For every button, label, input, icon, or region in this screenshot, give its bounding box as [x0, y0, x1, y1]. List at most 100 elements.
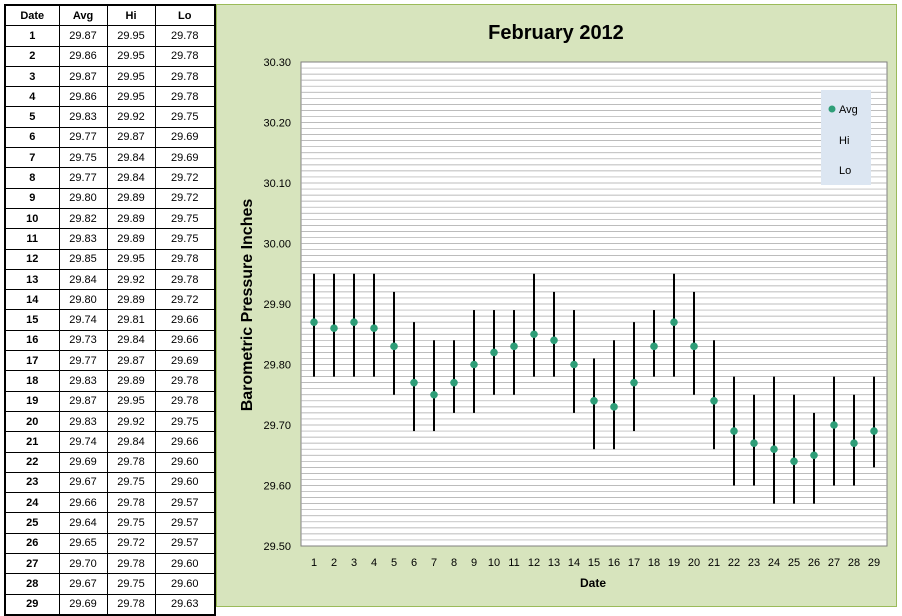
- cell-hi: 29.78: [106, 451, 156, 473]
- cell-hi: 29.95: [106, 390, 156, 412]
- cell-hi: 29.87: [106, 126, 156, 149]
- x-tick-label: 14: [568, 557, 580, 569]
- avg-point: [330, 324, 338, 333]
- cell-avg: 29.87: [58, 65, 108, 88]
- x-tick-label: 12: [528, 557, 540, 569]
- cell-avg: 29.73: [58, 329, 108, 352]
- x-tick-label: 21: [708, 557, 720, 569]
- x-tick-label: 7: [431, 557, 437, 569]
- table-row: 25 29.64 29.75 29.57: [4, 512, 216, 534]
- cell-date: 5: [4, 106, 60, 128]
- cell-avg: 29.86: [58, 86, 108, 108]
- legend-box: [821, 90, 871, 185]
- cell-hi: 29.95: [106, 86, 156, 108]
- cell-date: 10: [4, 207, 60, 230]
- data-table: Date Avg Hi Lo 1 29.87 29.95 29.78 2 29.86 29.…: [4, 4, 216, 616]
- cell-date: 11: [4, 228, 60, 250]
- cell-avg: 29.69: [58, 593, 108, 616]
- cell-date: 16: [4, 329, 60, 352]
- cell-date: 26: [4, 532, 60, 555]
- avg-point: [710, 397, 718, 405]
- table-header-row: Date Avg Hi Lo: [4, 4, 216, 27]
- cell-lo: 29.75: [154, 106, 216, 128]
- cell-date: 4: [4, 86, 60, 108]
- avg-point: [530, 330, 538, 339]
- cell-hi: 29.95: [106, 65, 156, 88]
- cell-avg: 29.85: [58, 248, 108, 270]
- y-axis-ticks: 29.50 29.60 29.70 29.80 29.90 30.00 30.10 30.20…: [263, 57, 291, 553]
- legend-avg-label: Avg: [839, 104, 858, 116]
- avg-point: [630, 378, 638, 387]
- avg-point: [810, 451, 818, 460]
- cell-avg: 29.83: [58, 370, 108, 392]
- cell-avg: 29.70: [58, 553, 108, 575]
- cell-lo: 29.60: [154, 471, 216, 494]
- table-row: 13 29.84 29.92 29.78: [4, 268, 216, 291]
- cell-avg: 29.82: [58, 207, 108, 230]
- cell-date: 20: [4, 410, 60, 433]
- x-tick-label: 23: [748, 557, 760, 569]
- cell-date: 23: [4, 471, 60, 494]
- cell-date: 8: [4, 167, 60, 189]
- table-row: 2 29.86 29.95 29.78: [4, 45, 216, 67]
- table-row: 17 29.77 29.87 29.69: [4, 350, 216, 372]
- avg-point: [490, 348, 498, 357]
- avg-point: [550, 336, 558, 345]
- avg-points: [310, 318, 878, 466]
- x-tick-label: 8: [451, 557, 457, 569]
- table-row: 14 29.80 29.89 29.72: [4, 289, 216, 311]
- cell-lo: 29.78: [154, 45, 216, 67]
- x-axis-ticks: 1 2 3 4 5 6 7 8 9 10 11 12 13 14 15 16 17 18 19 20 21 22 23 24 2…: [311, 557, 880, 569]
- cell-avg: 29.65: [58, 532, 108, 555]
- chart-title: February 2012: [488, 22, 624, 44]
- avg-point: [430, 390, 438, 399]
- cell-lo: 29.57: [154, 492, 216, 514]
- avg-point: [790, 457, 798, 466]
- table-body: 1 29.87 29.95 29.78 2 29.86 29.95 29.78 3 29.87 29…: [4, 25, 216, 616]
- cell-hi: 29.92: [106, 106, 156, 128]
- avg-point: [370, 324, 378, 333]
- cell-hi: 29.78: [106, 553, 156, 575]
- x-tick-label: 3: [351, 557, 357, 569]
- table-row: 9 29.80 29.89 29.72: [4, 187, 216, 209]
- cell-avg: 29.77: [58, 350, 108, 372]
- avg-point: [730, 427, 738, 435]
- cell-lo: 29.75: [154, 410, 216, 433]
- cell-lo: 29.60: [154, 573, 216, 595]
- avg-point: [750, 439, 758, 447]
- legend: Avg Hi Lo: [821, 90, 871, 185]
- y-tick-label: 30.20: [263, 118, 291, 130]
- cell-date: 3: [4, 65, 60, 88]
- cell-date: 28: [4, 573, 60, 595]
- table-row: 3 29.87 29.95 29.78: [4, 65, 216, 88]
- table-row: 26 29.65 29.72 29.57: [4, 532, 216, 555]
- avg-point: [570, 360, 578, 369]
- cell-date: 13: [4, 268, 60, 291]
- avg-point: [690, 342, 698, 351]
- cell-hi: 29.81: [106, 309, 156, 331]
- cell-lo: 29.78: [154, 390, 216, 412]
- avg-point: [870, 427, 878, 435]
- x-axis-label: Date: [580, 576, 606, 590]
- table-row: 4 29.86 29.95 29.78: [4, 86, 216, 108]
- cell-hi: 29.95: [106, 45, 156, 67]
- table-row: 18 29.83 29.89 29.78: [4, 370, 216, 392]
- cell-lo: 29.57: [154, 512, 216, 534]
- table-row: 19 29.87 29.95 29.78: [4, 390, 216, 412]
- cell-avg: 29.75: [58, 147, 108, 169]
- cell-date: 19: [4, 390, 60, 412]
- cell-lo: 29.78: [154, 86, 216, 108]
- legend-hi-label: Hi: [839, 135, 849, 147]
- header-date: Date: [4, 4, 60, 27]
- cell-hi: 29.84: [106, 167, 156, 189]
- cell-lo: 29.78: [154, 268, 216, 291]
- cell-avg: 29.83: [58, 106, 108, 128]
- cell-date: 25: [4, 512, 60, 534]
- header-hi: Hi: [106, 4, 156, 27]
- table-row: 23 29.67 29.75 29.60: [4, 471, 216, 494]
- cell-hi: 29.84: [106, 147, 156, 169]
- cell-date: 24: [4, 492, 60, 514]
- avg-point: [390, 342, 398, 351]
- chart-panel: February 2012 29.50 29.60 29.70 29.80 29.90 3…: [216, 4, 897, 607]
- avg-point: [770, 445, 778, 454]
